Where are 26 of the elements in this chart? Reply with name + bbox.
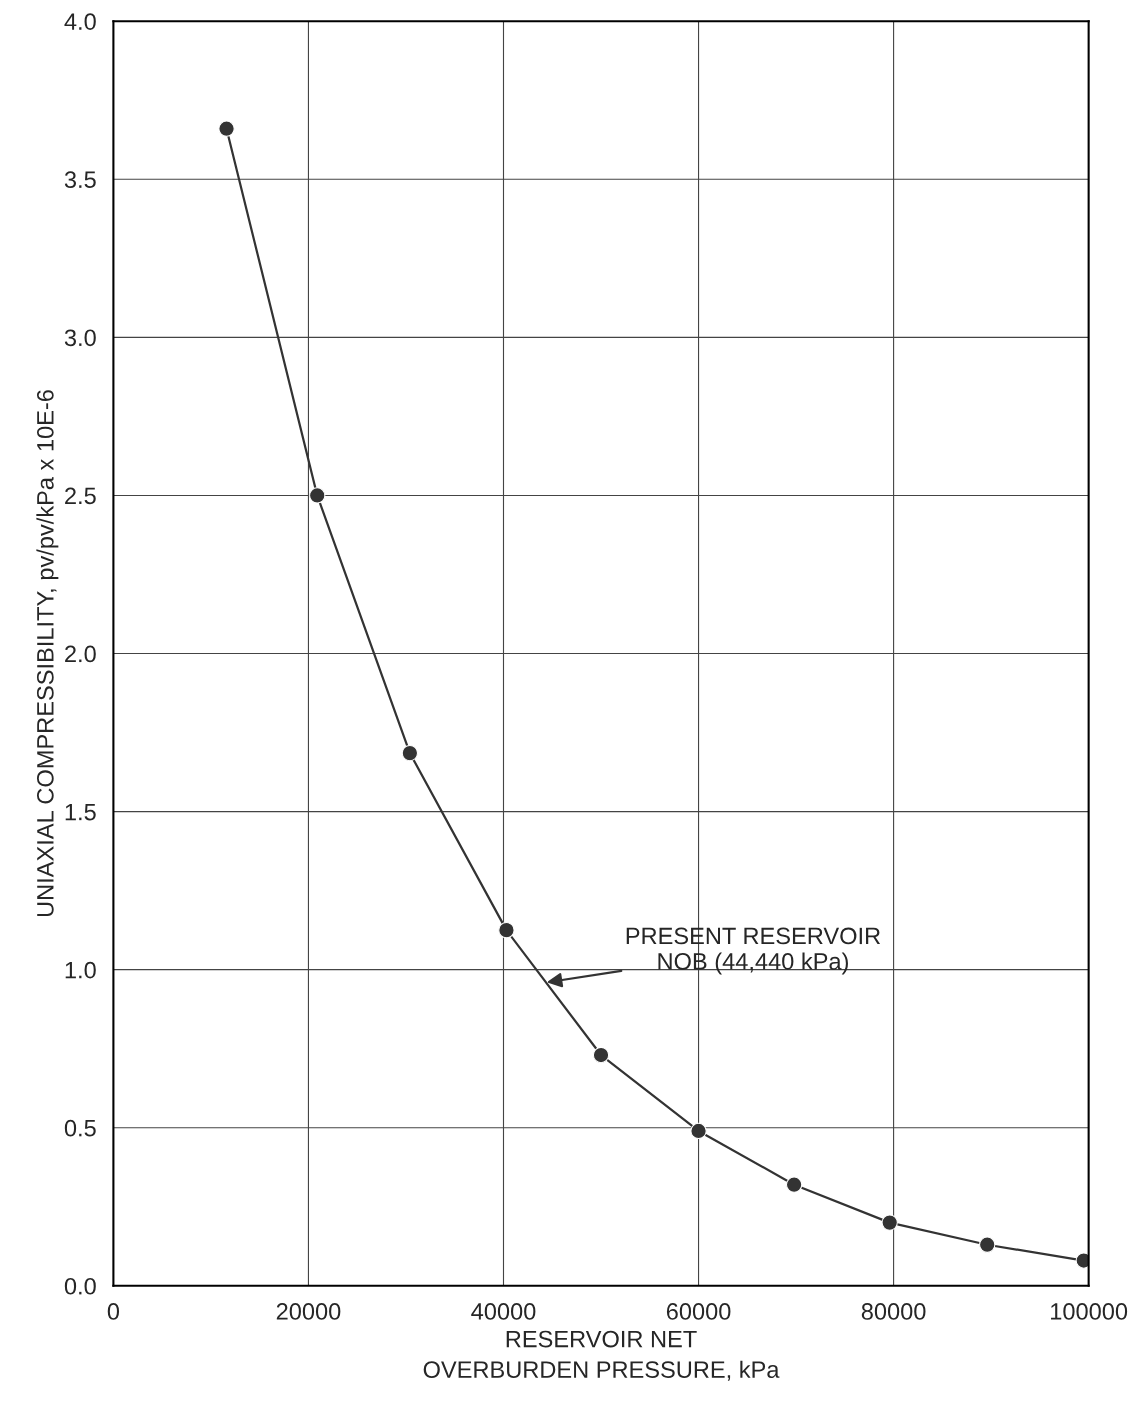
- x-tick-label: 100000: [1051, 1303, 1128, 1320]
- point: [401, 744, 419, 762]
- point: [785, 1176, 803, 1193]
- y-tick-label: 4.0: [64, 13, 96, 30]
- y-tick-label: 3.0: [64, 329, 96, 347]
- y-tick-label: 3.5: [64, 171, 96, 189]
- point: [592, 1046, 610, 1064]
- point: [218, 120, 235, 137]
- y-tick-label: 2.5: [65, 487, 96, 505]
- x-tick-label: 20000: [276, 1303, 341, 1320]
- y-tick-label: 2.0: [65, 645, 96, 663]
- y-tick-label: 1.0: [65, 961, 96, 979]
- y-axis-title: UNIAXIAL COMPRESSIBILITY, pv/pv/kPa x 10E-6: [36, 390, 59, 917]
- x-axis-title: RESERVOIR NET OVERBURDEN PRESSURE, kPa: [423, 1330, 780, 1381]
- x-tick-label: 80000: [861, 1303, 926, 1320]
- point: [498, 921, 515, 939]
- x-tick-label: 0: [107, 1303, 120, 1320]
- point: [309, 487, 326, 504]
- point: [690, 1122, 707, 1140]
- y-tick-label: 0.5: [64, 1119, 96, 1137]
- y-tick-label: 0.0: [64, 1277, 96, 1295]
- point: [979, 1236, 996, 1253]
- x-tick-label: 40000: [471, 1303, 536, 1320]
- x-tick-label: 60000: [666, 1303, 731, 1320]
- y-tick-label: 1.5: [65, 803, 96, 821]
- point: [881, 1214, 898, 1231]
